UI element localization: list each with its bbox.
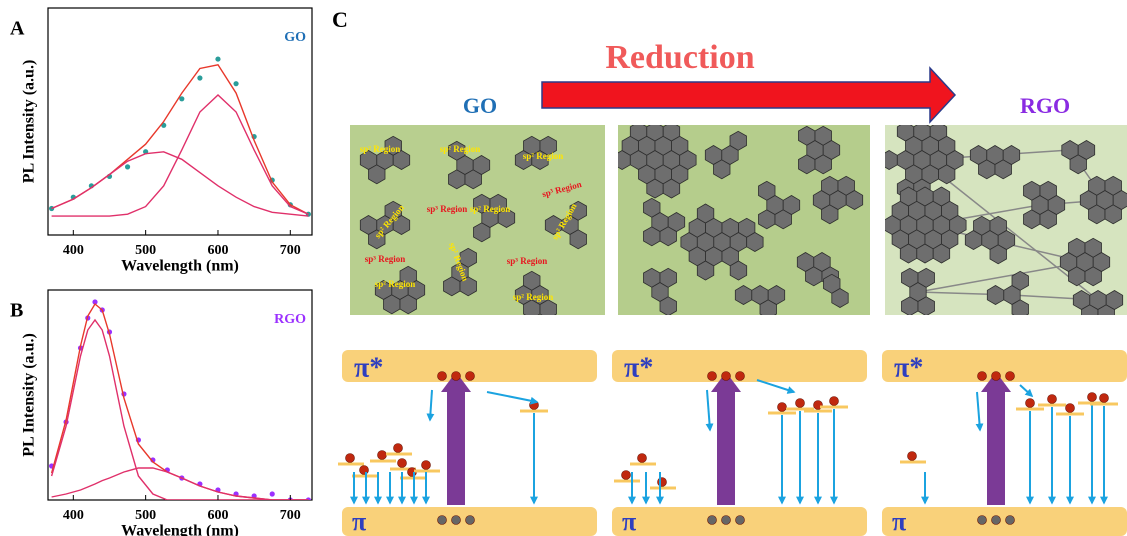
plot-area — [49, 56, 311, 216]
x-tick-label: 700 — [280, 508, 301, 523]
sp3-label: sp³ Region — [365, 254, 405, 264]
electron — [992, 372, 1001, 381]
electron — [622, 471, 631, 480]
electron — [722, 516, 731, 525]
data-point — [215, 56, 220, 61]
fit-line — [52, 468, 309, 500]
electron — [722, 372, 731, 381]
band-label: π — [622, 507, 636, 536]
electron — [422, 461, 431, 470]
electron — [466, 516, 475, 525]
hexagon — [540, 300, 557, 319]
sp2-label: sp² Region — [375, 279, 415, 289]
electron — [978, 372, 987, 381]
data-point — [197, 75, 202, 80]
data-point — [125, 164, 130, 169]
x-tick-label: 600 — [207, 508, 228, 523]
band-label: π* — [354, 352, 383, 383]
electron — [1006, 372, 1015, 381]
y-axis-label: PL Intensity (a.u.) — [21, 333, 38, 457]
band-label: π* — [624, 352, 653, 383]
excitation-arrow — [981, 372, 1011, 505]
electron — [438, 372, 447, 381]
transition-arrow — [487, 392, 537, 402]
electron — [1066, 404, 1075, 413]
band-label: π — [352, 507, 366, 536]
electron — [736, 516, 745, 525]
transition-arrow — [430, 390, 432, 420]
transition-arrow — [977, 392, 980, 430]
electron — [360, 466, 369, 475]
electron — [992, 516, 1001, 525]
plot-area — [49, 299, 311, 502]
figure: C Reduction GO RGO 400 500 600 700 Wavelengt… — [0, 0, 1127, 536]
x-tick-label: 500 — [135, 508, 156, 523]
electron — [796, 399, 805, 408]
hexagon — [1012, 300, 1029, 319]
transition-arrow — [1020, 385, 1032, 396]
sp3-label: sp³ Region — [427, 204, 467, 214]
electron — [978, 516, 987, 525]
electron — [830, 397, 839, 406]
sp2-label: sp² Region — [360, 144, 400, 154]
excitation-arrow — [711, 372, 741, 505]
sp2-label: sp² Region — [513, 292, 553, 302]
data-point — [270, 491, 275, 496]
homo-band — [882, 507, 1127, 536]
x-axis-label: Wavelength (nm) — [121, 258, 239, 275]
panel-label: A — [10, 18, 25, 40]
x-axis-label: Wavelength (nm) — [121, 523, 239, 536]
x-tick-label: 700 — [280, 243, 301, 258]
x-tick-label: 400 — [63, 243, 84, 258]
panel-label: C — [332, 7, 348, 32]
fit-line — [52, 65, 309, 214]
electron — [378, 451, 387, 460]
electron — [778, 403, 787, 412]
electron — [1048, 395, 1057, 404]
electron — [708, 372, 717, 381]
excitation-arrow — [441, 372, 471, 505]
electron — [638, 454, 647, 463]
electron — [394, 444, 403, 453]
electron — [736, 372, 745, 381]
x-tick-label: 500 — [135, 243, 156, 258]
reduction-arrow — [542, 68, 955, 122]
sp2-label: sp² Region — [440, 144, 480, 154]
electron — [398, 459, 407, 468]
rgo-label: RGO — [1020, 93, 1070, 118]
annotation: RGO — [274, 312, 306, 327]
sp2-label: sp² Region — [523, 151, 563, 161]
x-tick-label: 600 — [207, 243, 228, 258]
electron — [1006, 516, 1015, 525]
electron — [438, 516, 447, 525]
sp2-label: sp² Region — [470, 204, 510, 214]
electron — [1026, 399, 1035, 408]
data-point — [233, 81, 238, 86]
electron — [708, 516, 717, 525]
electron — [1100, 394, 1109, 403]
electron — [452, 516, 461, 525]
plot-frame — [48, 290, 312, 500]
plot-frame — [48, 8, 312, 235]
annotation: GO — [284, 30, 306, 45]
electron — [908, 452, 917, 461]
electron — [658, 478, 667, 487]
transition-arrow — [707, 390, 710, 430]
sp3-label: sp³ Region — [507, 256, 547, 266]
electron — [466, 372, 475, 381]
fit-line — [52, 304, 309, 500]
fit-line — [52, 320, 309, 500]
panel-label: B — [10, 300, 23, 322]
x-tick-label: 400 — [63, 508, 84, 523]
electron — [346, 454, 355, 463]
fit-line — [52, 95, 309, 216]
y-axis-label: PL Intensity (a.u.) — [21, 60, 38, 184]
band-label: π* — [894, 352, 923, 383]
band-label: π — [892, 507, 906, 536]
electron — [1088, 393, 1097, 402]
go-label: GO — [463, 93, 497, 118]
electron — [452, 372, 461, 381]
arrow-label: Reduction — [605, 39, 754, 76]
